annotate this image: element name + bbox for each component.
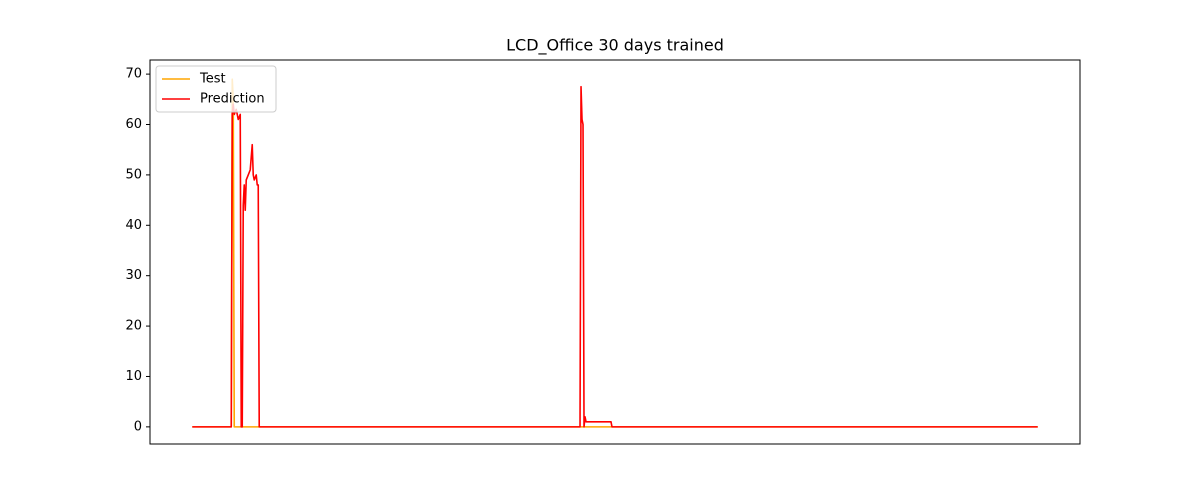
y-tick-label: 10 <box>125 369 142 384</box>
y-tick-label: 50 <box>125 167 142 182</box>
y-tick-label: 0 <box>134 419 142 434</box>
series-line <box>192 78 1038 428</box>
y-tick-label: 40 <box>125 218 142 233</box>
legend-label: Test <box>199 72 226 87</box>
legend-label: Prediction <box>200 92 265 107</box>
y-tick-label: 20 <box>125 319 142 334</box>
series-line <box>192 85 1038 428</box>
y-tick-label: 60 <box>125 117 142 132</box>
legend-box <box>155 65 277 113</box>
legend: Test Prediction <box>155 65 277 113</box>
plot-frame <box>149 59 1081 445</box>
y-tick-label: 70 <box>125 67 142 82</box>
chart-title: LCD_Office 30 days trained <box>506 36 724 56</box>
y-tick-label: 30 <box>125 268 142 283</box>
